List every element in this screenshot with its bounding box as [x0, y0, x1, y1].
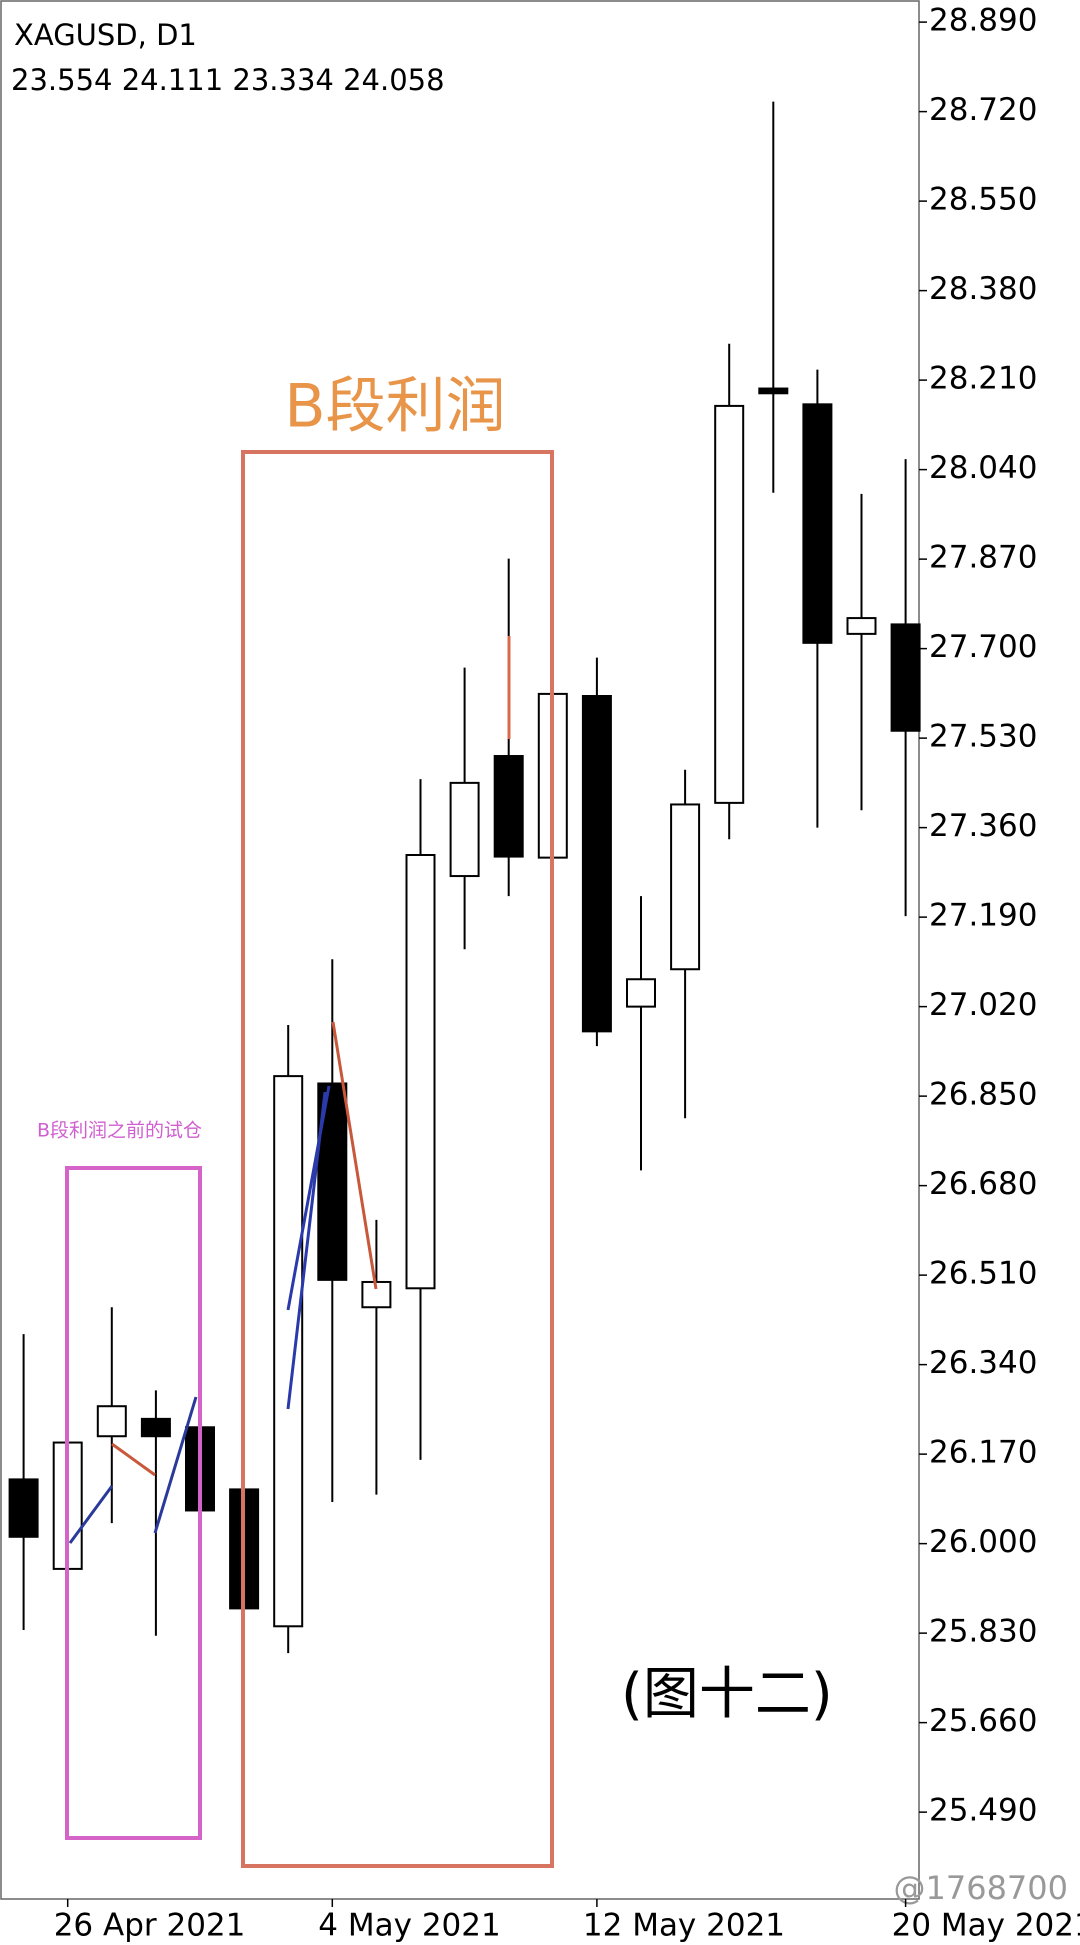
probe-box [65, 1166, 202, 1840]
y-tick-label: 27.360 [929, 808, 1037, 844]
y-tick-label: 27.530 [929, 719, 1037, 755]
b-segment-box [241, 450, 554, 1868]
candle-body [802, 403, 833, 644]
candle-body [8, 1478, 39, 1538]
candle-body [449, 781, 480, 878]
y-tick-label: 26.510 [929, 1256, 1037, 1292]
y-tick-label: 25.660 [929, 1703, 1037, 1739]
candle-body [714, 404, 745, 804]
candle-body [581, 695, 612, 1033]
blue-line [153, 1396, 198, 1534]
y-tick-label: 28.210 [929, 361, 1037, 397]
candle-body [96, 1405, 127, 1438]
chart-title: XAGUSD, D1 [14, 18, 197, 52]
y-tick-label: 27.020 [929, 987, 1037, 1023]
watermark: @1768700 [893, 1869, 1068, 1907]
candle-body [758, 387, 789, 395]
y-tick-label: 26.850 [929, 1077, 1037, 1113]
candle-body [140, 1417, 171, 1438]
y-tick-label: 28.890 [929, 3, 1037, 39]
x-tick-label: 26 Apr 2021 [54, 1908, 246, 1944]
candles [8, 101, 921, 1654]
annotation: B段利润 [284, 372, 505, 442]
candle-body [626, 978, 656, 1008]
ohlc-readout: 23.554 24.111 23.334 24.058 [11, 63, 445, 97]
candle-body [890, 623, 921, 732]
candle-body [670, 803, 701, 971]
red-line [111, 1442, 156, 1477]
x-tick-label: 12 May 2021 [583, 1908, 785, 1944]
candle-body [846, 617, 877, 635]
y-tick-label: 27.700 [929, 629, 1037, 665]
candle-body [273, 1075, 304, 1628]
blue-line [68, 1485, 114, 1544]
y-tick-label: 28.550 [929, 182, 1037, 218]
y-tick-label: 25.490 [929, 1793, 1037, 1829]
y-tick-label: 26.680 [929, 1166, 1037, 1202]
y-tick-label: 26.170 [929, 1435, 1037, 1471]
y-tick-label: 28.720 [929, 92, 1037, 128]
y-tick-label: 28.040 [929, 450, 1037, 486]
candle-body [405, 853, 436, 1290]
y-tick-label: 27.190 [929, 898, 1037, 934]
y-tick-label: 26.000 [929, 1524, 1037, 1560]
annotation: (图十二) [621, 1662, 833, 1727]
y-tick-label: 28.380 [929, 271, 1037, 307]
x-tick-label: 4 May 2021 [318, 1908, 500, 1944]
annotation: B段利润之前的试仓 [37, 1120, 202, 1142]
y-tick-label: 26.340 [929, 1345, 1037, 1381]
x-tick-label: 20 May 2021 [892, 1908, 1080, 1944]
candle-body [493, 755, 524, 858]
trend-lines [68, 636, 511, 1544]
blue-line [286, 1091, 327, 1410]
red-line [331, 1021, 378, 1290]
y-tick-label: 27.870 [929, 540, 1037, 576]
y-tick-label: 25.830 [929, 1614, 1037, 1650]
plot-frame [0, 0, 920, 1900]
